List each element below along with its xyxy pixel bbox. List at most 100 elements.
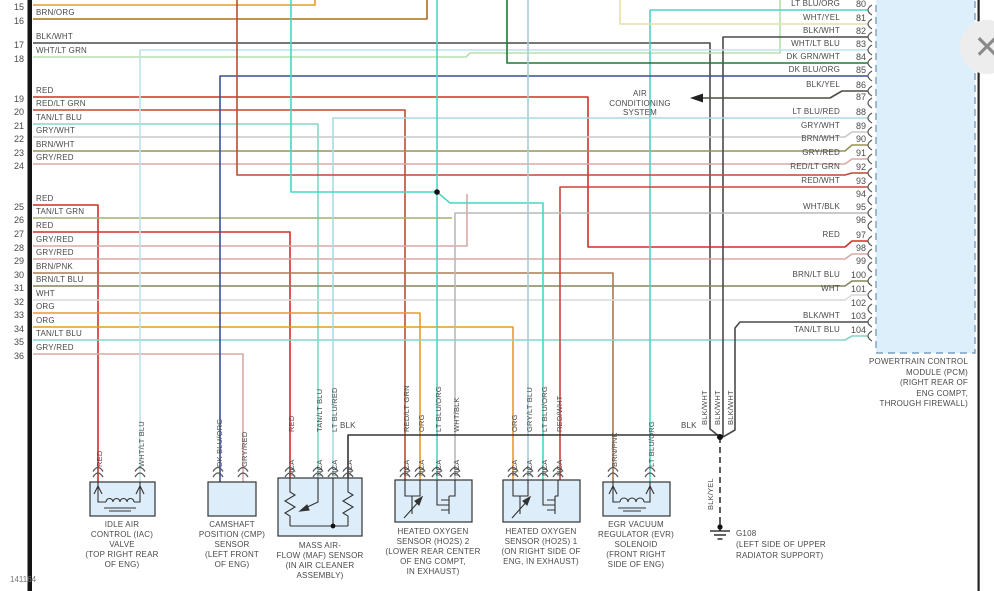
wire-color-label: GRY/RED xyxy=(36,248,74,257)
wire-color-label: RED/LT GRN xyxy=(36,99,86,108)
left-pin-number: 16 xyxy=(13,16,24,26)
wire-color-label: WHT/LT GRN xyxy=(36,46,88,55)
right-pin-number: 100 xyxy=(850,270,866,280)
right-pin-number: 95 xyxy=(855,202,866,212)
wire-color-label: BRN/PNK xyxy=(610,432,619,467)
component-pin-tag: NCA xyxy=(417,459,426,476)
maf-label: MASS AIR- FLOW (MAF) SENSOR (IN AIR CLEANE… xyxy=(276,541,364,580)
cmp-label: CAMSHAFT POSITION (CMP) SENSOR (LEFT FRONT O… xyxy=(198,520,266,569)
wire-color-label: LT BLU/ORG xyxy=(791,0,840,8)
wire-color-label: GRY/LT BLU xyxy=(525,387,534,432)
wire-color-label: WHT/BLK xyxy=(452,397,461,432)
wire-color-label: TAN/LT GRN xyxy=(36,207,85,216)
wire-color-label: RED/LT GRN xyxy=(402,385,411,432)
wire-color-label: BLK/WHT xyxy=(803,26,840,35)
right-pin-number: 84 xyxy=(855,52,866,62)
ground-junction-dot xyxy=(717,434,723,440)
component-pin-tag: NCA xyxy=(452,459,461,476)
right-pin-number: 98 xyxy=(855,243,866,253)
left-pin-number: 26 xyxy=(13,215,24,225)
wire-color-label: BLK/WHT xyxy=(700,390,709,425)
page-left-edge xyxy=(27,0,32,591)
g108-label: G108 (LEFT SIDE OF UPPER RADIATOR SUPPORT) xyxy=(736,529,826,560)
pcm-box xyxy=(875,0,976,354)
wire-color-label: RED xyxy=(95,450,104,467)
component-pin-tag: NCA xyxy=(510,459,519,476)
right-pin-number: 103 xyxy=(850,311,866,321)
right-pin-number: 88 xyxy=(855,107,866,117)
wire-color-label: ORG xyxy=(417,414,426,432)
wire-color-label: DK GRN/WHT xyxy=(786,52,840,61)
junction-blk-wire-label: BLK xyxy=(681,421,697,430)
wire-color-label: BLK/WHT xyxy=(803,311,840,320)
wire-color-label: BRN/PNK xyxy=(36,262,73,271)
left-pin-number: 21 xyxy=(13,121,24,131)
component-pin-tag: NCA xyxy=(345,459,354,476)
left-pin-number: 33 xyxy=(13,310,24,320)
wire-color-label: RED xyxy=(36,221,54,230)
wire-color-label: LT BLU/ORG xyxy=(434,386,443,432)
pcm-label: POWERTRAIN CONTROL MODULE (PCM) (RIGHT REA… xyxy=(868,357,968,408)
right-pin-number: 94 xyxy=(855,189,866,199)
wire-color-label: BRN/ORG xyxy=(36,8,75,17)
maf-blk-wire-label: BLK xyxy=(340,421,356,430)
right-pin-number: 99 xyxy=(855,256,866,266)
wire-color-label: DK BLU/ORG xyxy=(215,418,224,467)
left-pin-number: 27 xyxy=(13,229,24,239)
ho2s1-box xyxy=(502,479,581,523)
wire-color-label: RED/LT GRN xyxy=(790,162,840,171)
left-pin-number: 20 xyxy=(13,107,24,117)
left-pin-number: 25 xyxy=(13,202,24,212)
wire-color-label: BLK/WHT xyxy=(36,32,73,41)
right-pin-number: 104 xyxy=(850,325,866,335)
wire-color-label: LT BLU/ORG xyxy=(647,421,656,467)
wire-color-label: TAN/LT BLU xyxy=(36,329,83,338)
right-pin-number: 93 xyxy=(855,176,866,186)
wire-color-label: GRY/WHT xyxy=(800,121,840,130)
wire-color-label: GRY/WHT xyxy=(36,126,76,135)
component-pin-tag: NCA xyxy=(330,459,339,476)
wire-color-label: BRN/WHT xyxy=(801,134,840,143)
left-pin-number: 15 xyxy=(13,2,24,12)
wire-color-label: RED/WHT xyxy=(555,395,564,432)
iac-label: IDLE AIR CONTROL (IAC) VALVE (TOP RIGHT REA… xyxy=(85,520,159,569)
wire-color-label: TAN/LT BLU xyxy=(315,388,324,432)
wire-color-label: BRN/WHT xyxy=(36,140,75,149)
left-pin-number: 30 xyxy=(13,270,24,280)
close-icon: ✕ xyxy=(973,29,994,65)
component-symbols xyxy=(93,478,655,527)
wire-color-label: ORG xyxy=(36,302,55,311)
wire-color-label: RED xyxy=(822,230,840,239)
ho2s2-label: HEATED OXYGEN SENSOR (HO2S) 2 (LOWER REAR … xyxy=(385,527,481,576)
wire-color-label: WHT xyxy=(36,289,55,298)
maf-splice-dot xyxy=(330,523,336,529)
ho2s2-box xyxy=(394,479,473,523)
component-pin-tag: NCA xyxy=(402,459,411,476)
page-right-edge xyxy=(977,0,980,591)
wire-color-label: GRY/RED xyxy=(36,235,74,244)
wire-color-label: WHT/YEL xyxy=(803,13,840,22)
component-pin-tag: NCA xyxy=(525,459,534,476)
document-number: 141164 xyxy=(10,575,37,584)
left-pin-number: 34 xyxy=(13,324,24,334)
right-pin-number: 87 xyxy=(855,92,866,102)
wire-color-label: ORG xyxy=(510,414,519,432)
wire-color-label: DK BLU/ORG xyxy=(788,65,840,74)
evr-label: EGR VACUUM REGULATOR (EVR) SOLENOID (FRONT … xyxy=(597,520,675,569)
left-pin-number: 36 xyxy=(13,351,24,361)
right-pin-number: 80 xyxy=(855,0,866,9)
right-pin-number: 82 xyxy=(855,26,866,36)
right-pin-number: 92 xyxy=(855,162,866,172)
cmp-box xyxy=(207,481,257,517)
splice-dot xyxy=(434,189,440,195)
component-pin-tag: NCA xyxy=(540,459,549,476)
right-pin-number: 86 xyxy=(855,80,866,90)
wire-color-label: GRY/RED xyxy=(240,431,249,467)
right-pin-number: 102 xyxy=(850,298,866,308)
wire-color-label: RED xyxy=(287,415,296,432)
wire-color-label: BRN/LT BLU xyxy=(792,270,840,279)
wire-color-label: WHT/LT BLU xyxy=(791,39,840,48)
left-pin-number: 22 xyxy=(13,134,24,144)
